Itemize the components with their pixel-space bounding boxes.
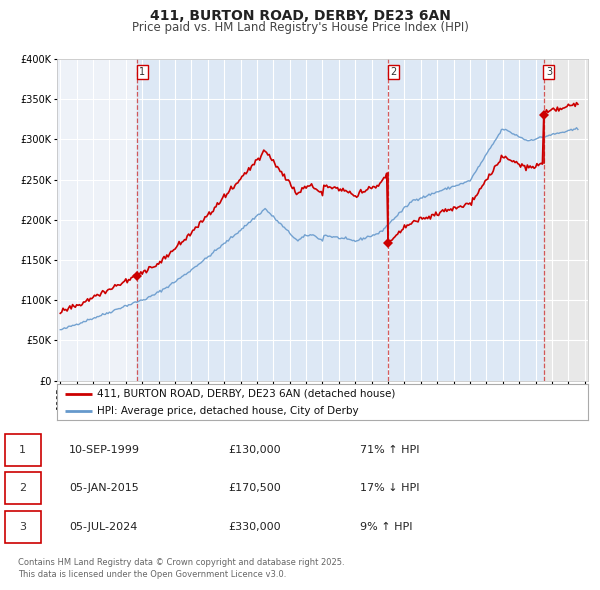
Text: HPI: Average price, detached house, City of Derby: HPI: Average price, detached house, City… [97,406,358,416]
Text: Price paid vs. HM Land Registry's House Price Index (HPI): Price paid vs. HM Land Registry's House … [131,21,469,34]
Text: 411, BURTON ROAD, DERBY, DE23 6AN (detached house): 411, BURTON ROAD, DERBY, DE23 6AN (detac… [97,389,395,399]
Bar [388,59,544,381]
Text: 2: 2 [390,67,397,77]
Text: 1: 1 [19,445,26,455]
Text: £330,000: £330,000 [228,522,281,532]
Text: 3: 3 [546,67,552,77]
Text: 05-JUL-2024: 05-JUL-2024 [69,522,137,532]
Text: 10-SEP-1999: 10-SEP-1999 [69,445,140,455]
Text: 2: 2 [19,483,26,493]
Text: £130,000: £130,000 [228,445,281,455]
Bar [544,59,588,381]
Text: 3: 3 [19,522,26,532]
Text: 9% ↑ HPI: 9% ↑ HPI [360,522,413,532]
Text: £170,500: £170,500 [228,483,281,493]
Text: Contains HM Land Registry data © Crown copyright and database right 2025.
This d: Contains HM Land Registry data © Crown c… [18,558,344,579]
Bar [137,59,388,381]
Text: 71% ↑ HPI: 71% ↑ HPI [360,445,419,455]
Text: 05-JAN-2015: 05-JAN-2015 [69,483,139,493]
Text: 1: 1 [139,67,145,77]
Text: 17% ↓ HPI: 17% ↓ HPI [360,483,419,493]
Text: 411, BURTON ROAD, DERBY, DE23 6AN: 411, BURTON ROAD, DERBY, DE23 6AN [149,9,451,23]
